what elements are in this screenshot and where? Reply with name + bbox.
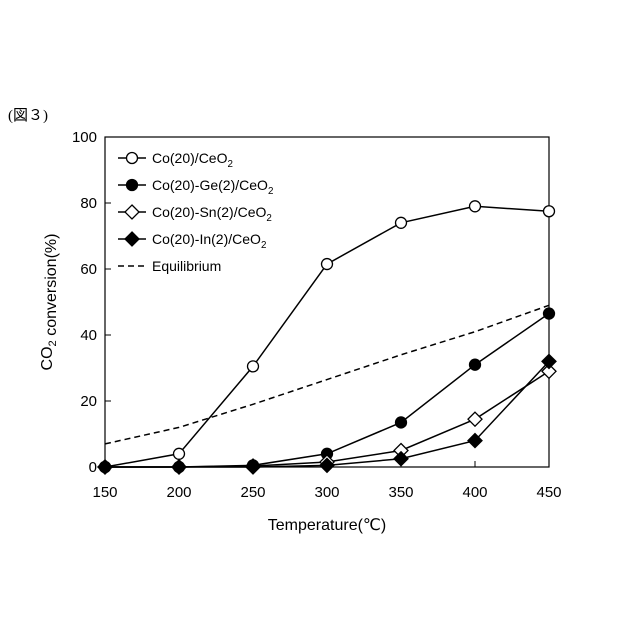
y-tick-label: 0 — [89, 459, 97, 476]
legend-label: Co(20)/CeO2 — [152, 150, 233, 170]
legend-marker — [125, 232, 139, 246]
legend-item: Co(20)/CeO2 — [118, 150, 233, 170]
y-tick-label: 80 — [80, 195, 97, 212]
legend-label: Equilibrium — [152, 258, 221, 274]
data-point — [544, 308, 555, 319]
legend-label: Co(20)-Ge(2)/CeO2 — [152, 177, 273, 197]
data-point — [248, 361, 259, 372]
data-point — [98, 460, 112, 474]
series-line — [105, 314, 549, 467]
data-point — [396, 417, 407, 428]
y-axis-label: CO2 conversion(%) — [39, 234, 60, 371]
series-4 — [105, 305, 549, 444]
x-tick-label: 150 — [92, 484, 117, 501]
legend: Co(20)/CeO2 Co(20)-Ge(2)/CeO2 Co(20)-Sn(2)… — [118, 150, 273, 274]
data-point — [172, 460, 186, 474]
series-line — [105, 305, 549, 444]
data-point — [396, 217, 407, 228]
legend-marker — [127, 180, 138, 191]
legend-item: Co(20)-In(2)/CeO2 — [118, 231, 266, 251]
y-tick-label: 40 — [80, 327, 97, 344]
y-tick-label: 100 — [72, 129, 97, 146]
data-point — [470, 201, 481, 212]
legend-marker — [125, 205, 139, 219]
legend-item: Equilibrium — [118, 258, 221, 274]
data-point — [322, 259, 333, 270]
data-point — [468, 412, 482, 426]
legend-label: Co(20)-Sn(2)/CeO2 — [152, 204, 272, 224]
data-point — [470, 359, 481, 370]
legend-marker — [127, 153, 138, 164]
x-axis-label: Temperature(℃) — [268, 517, 386, 534]
x-tick-label: 400 — [462, 484, 487, 501]
legend-label: Co(20)-In(2)/CeO2 — [152, 231, 266, 251]
y-tick-label: 20 — [80, 393, 97, 410]
y-tick-label: 60 — [80, 261, 97, 278]
data-point — [394, 452, 408, 466]
data-point — [174, 448, 185, 459]
legend-item: Co(20)-Sn(2)/CeO2 — [118, 204, 272, 224]
x-tick-label: 200 — [166, 484, 191, 501]
x-tick-label: 250 — [240, 484, 265, 501]
x-tick-label: 450 — [536, 484, 561, 501]
x-tick-label: 300 — [314, 484, 339, 501]
x-tick-label: 350 — [388, 484, 413, 501]
data-point — [544, 206, 555, 217]
series-1 — [100, 308, 555, 472]
legend-item: Co(20)-Ge(2)/CeO2 — [118, 177, 273, 197]
